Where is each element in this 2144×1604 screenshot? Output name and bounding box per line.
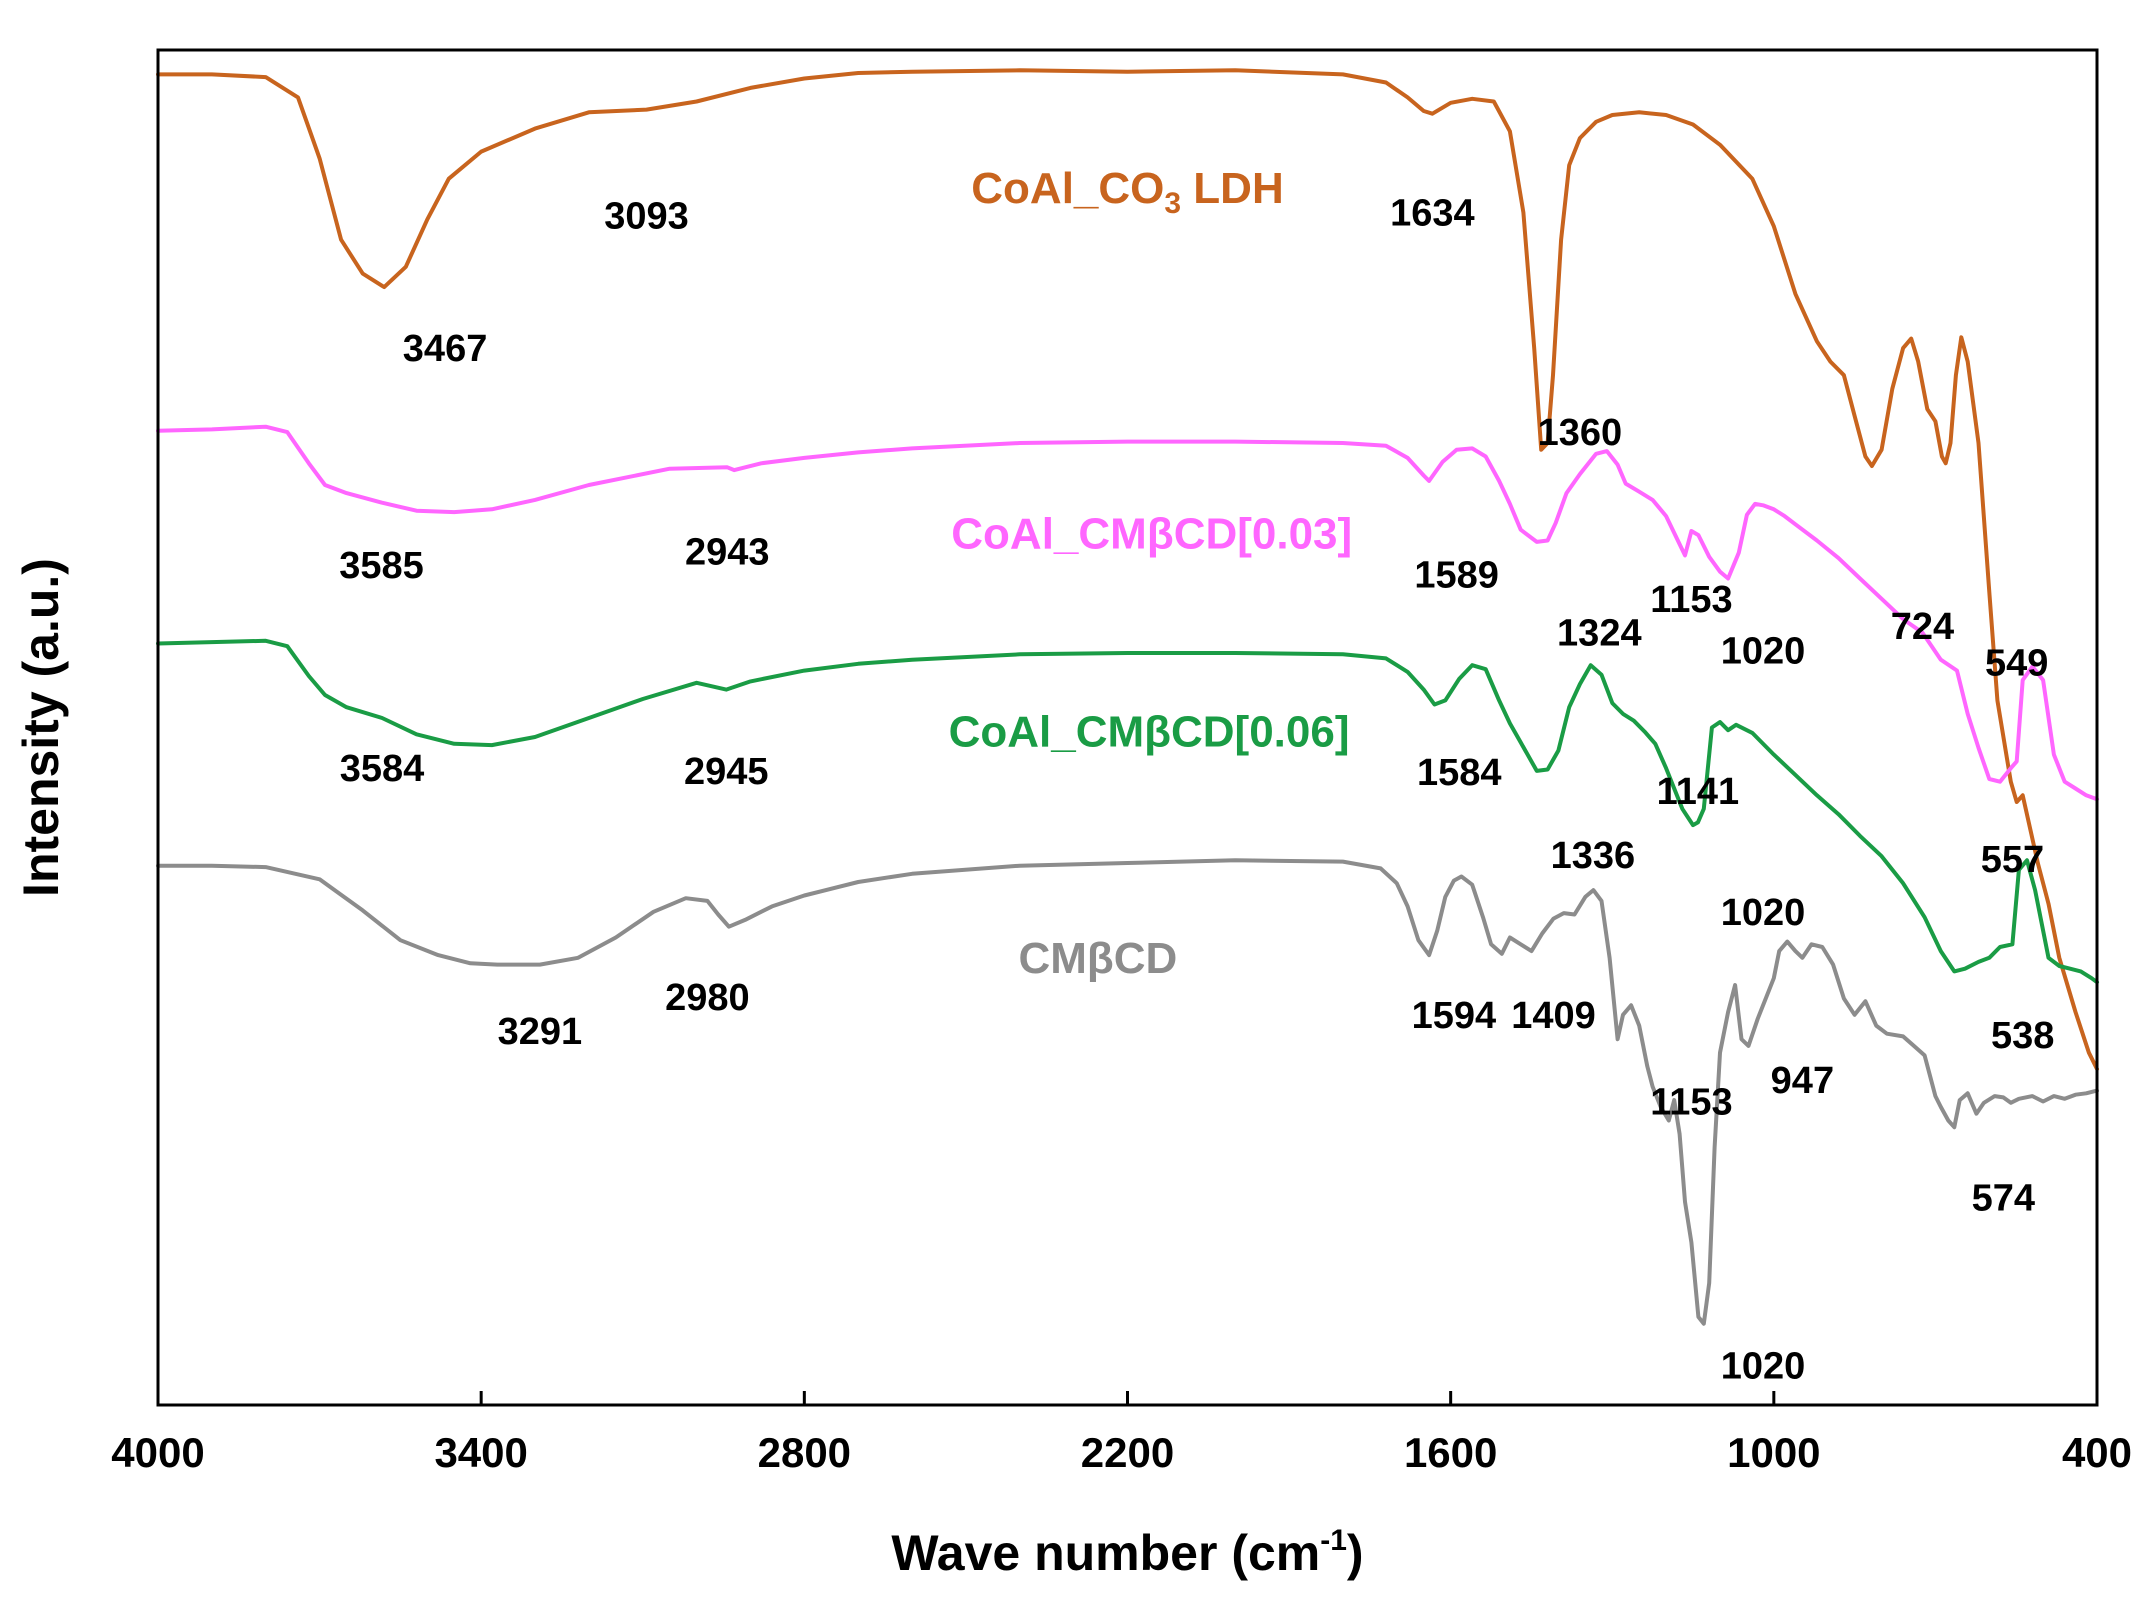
series-line-1 [156, 424, 2099, 802]
y-axis-title: Intensity (a.u.) [13, 558, 69, 897]
x-tick-label-6: 400 [2062, 1429, 2132, 1476]
peak-label-4: 3585 [339, 545, 424, 587]
peak-label-9: 1020 [1721, 630, 1806, 672]
peak-label-18: 557 [1981, 839, 2044, 881]
peak-label-6: 1589 [1414, 554, 1499, 596]
peak-label-27: 1020 [1721, 1346, 1806, 1388]
peak-label-0: 3467 [403, 328, 488, 370]
x-tick-label-5: 1000 [1727, 1429, 1820, 1476]
series-label-0: CoAl_CO3 LDH [971, 164, 1283, 220]
x-tick-label-2: 2800 [758, 1429, 851, 1476]
peak-label-17: 1020 [1721, 892, 1806, 934]
peak-label-26: 574 [1972, 1178, 2035, 1220]
series-label-1: CoAl_CMβCD[0.03] [951, 510, 1352, 559]
x-tick-label-1: 3400 [434, 1429, 527, 1476]
peak-label-20: 2980 [665, 977, 750, 1019]
x-axis: 4000 3400 2800 2200 1600 1000 400 [111, 1391, 2132, 1476]
peak-label-24: 947 [1771, 1060, 1834, 1102]
series-line-3 [156, 858, 2099, 1326]
series-label-3: CMβCD [1018, 934, 1177, 983]
x-axis-title: Wave number (cm-1) [891, 1524, 1363, 1581]
peak-label-16: 1336 [1551, 835, 1636, 877]
peak-label-25: 538 [1991, 1015, 2054, 1057]
peak-label-23: 1153 [1650, 1081, 1732, 1123]
peak-label-3: 1360 [1538, 412, 1623, 454]
peak-label-15: 1141 [1657, 771, 1739, 813]
x-axis-title-sup: -1 [1320, 1524, 1347, 1557]
peak-label-14: 1584 [1417, 752, 1502, 794]
series-line-2 [156, 638, 2099, 985]
peak-label-2: 1634 [1390, 193, 1475, 235]
peak-label-8: 1153 [1650, 579, 1732, 621]
peak-label-21: 1594 [1412, 995, 1497, 1037]
series-label-2: CoAl_CMβCD[0.06] [949, 708, 1350, 757]
x-axis-title-main: Wave number (cm [891, 1525, 1320, 1581]
x-tick-label-3: 2200 [1081, 1429, 1174, 1476]
x-tick-label-0: 4000 [111, 1429, 204, 1476]
series-line-0 [156, 68, 2099, 1071]
series-layer [156, 68, 2099, 1326]
peak-label-5: 2943 [685, 531, 770, 573]
peak-label-13: 2945 [684, 751, 769, 793]
peak-label-19: 3291 [498, 1011, 583, 1053]
x-tick-label-4: 1600 [1404, 1429, 1497, 1476]
x-axis-title-close: ) [1347, 1525, 1364, 1581]
peak-label-12: 3584 [340, 748, 425, 790]
peak-label-1: 3093 [604, 195, 689, 237]
peak-label-22: 1409 [1511, 995, 1596, 1037]
series-labels: CoAl_CO3 LDH CoAl_CMβCD[0.03] CoAl_CMβCD[0… [949, 164, 1353, 983]
peak-label-10: 724 [1891, 606, 1954, 648]
peak-label-11: 549 [1985, 642, 2048, 684]
peak-label-7: 1324 [1557, 613, 1642, 655]
